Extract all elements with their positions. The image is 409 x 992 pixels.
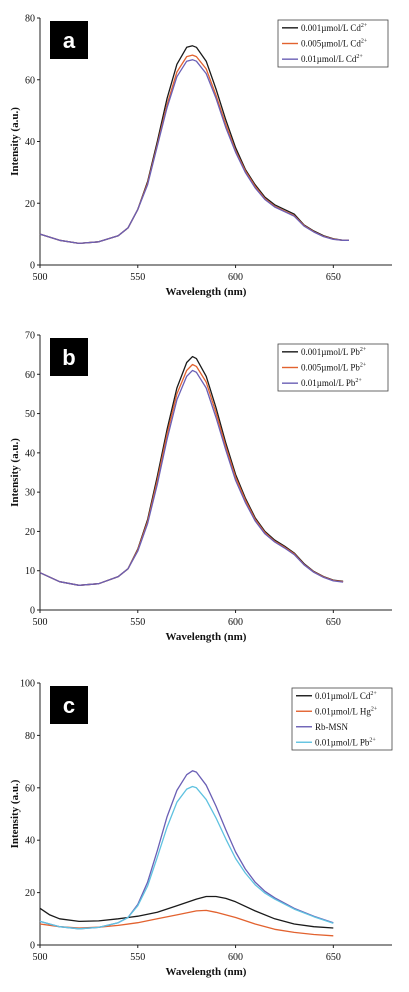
legend-entry: 0.01µmol/L Cd2+ xyxy=(315,691,377,701)
y-tick-label: 40 xyxy=(25,137,35,148)
legend-entry: 0.001µmol/L Pb2+ xyxy=(301,347,367,357)
legend: 0.01µmol/L Cd2+ 0.01µmol/L Hg2+ Rb-MSN 0.01… xyxy=(291,687,393,751)
x-tick-label: 600 xyxy=(228,272,243,283)
chart-panel-b: 0 10 20 30 40 50 60 70 500 550 600 650 Wavelength (n… xyxy=(9,331,392,643)
x-tick-label: 500 xyxy=(33,617,48,628)
legend-entry: 0.01µmol/L Cd2+ xyxy=(301,54,363,64)
panel-label-badge xyxy=(50,21,88,59)
y-axis-label: Intensity (a.u.) xyxy=(9,107,21,176)
legend-box xyxy=(291,687,393,751)
x-axis-label: Wavelength (nm) xyxy=(166,286,247,298)
y-tick-label: 60 xyxy=(25,75,35,86)
series-line-2 xyxy=(39,363,344,586)
x-tick-label: 650 xyxy=(326,617,341,628)
series-line-2 xyxy=(39,54,349,245)
series-line-1 xyxy=(39,45,349,245)
y-tick-label: 80 xyxy=(25,731,35,742)
x-tick-label: 500 xyxy=(33,952,48,963)
y-tick-label: 30 xyxy=(25,488,35,499)
chart-panel-c: 0 20 40 60 80 100 500 550 600 650 Wavelength (nm) I… xyxy=(9,679,393,978)
x-axis-label: Wavelength (nm) xyxy=(166,631,247,643)
y-tick-label: 0 xyxy=(30,606,35,617)
y-tick-label: 100 xyxy=(20,679,35,690)
panel-label-badge xyxy=(50,686,88,724)
x-tick-label: 600 xyxy=(228,617,243,628)
x-tick-label: 550 xyxy=(130,617,145,628)
y-tick-label: 50 xyxy=(25,409,35,420)
panel-label-text: b xyxy=(62,345,75,370)
legend: 0.001µmol/L Cd2+ 0.005µmol/L Cd2+ 0.01µmol… xyxy=(277,19,389,68)
legend-entry: 0.005µmol/L Cd2+ xyxy=(301,39,368,49)
y-tick-label: 80 xyxy=(25,14,35,25)
series-line-3 xyxy=(39,59,349,245)
legend-entry: 0.01µmol/L Pb2+ xyxy=(315,737,376,747)
y-tick-label: 0 xyxy=(30,941,35,952)
y-tick-label: 40 xyxy=(25,448,35,459)
panel-label-text: c xyxy=(63,693,75,718)
series-line-3 xyxy=(39,770,334,930)
y-axis-label: Intensity (a.u.) xyxy=(9,779,21,848)
y-axis-label: Intensity (a.u.) xyxy=(9,438,21,507)
x-tick-label: 500 xyxy=(33,272,48,283)
chart-panel-a: 0 20 40 60 80 500 550 600 650 Wavelength (nm) Inte… xyxy=(9,14,392,298)
x-tick-label: 550 xyxy=(130,272,145,283)
x-tick-label: 650 xyxy=(326,272,341,283)
legend: 0.001µmol/L Pb2+ 0.005µmol/L Pb2+ 0.01µmol… xyxy=(277,343,389,392)
y-tick-label: 40 xyxy=(25,836,35,847)
series-line-1 xyxy=(39,895,334,929)
y-tick-label: 0 xyxy=(30,261,35,272)
panel-label-text: a xyxy=(63,28,76,53)
series-line-3 xyxy=(39,369,344,586)
y-tick-label: 60 xyxy=(25,370,35,381)
x-tick-label: 650 xyxy=(326,952,341,963)
legend-entry: 0.01µmol/L Hg2+ xyxy=(315,706,378,716)
legend-entry: Rb-MSN xyxy=(315,722,349,732)
series-line-4 xyxy=(39,785,334,930)
legend-entry: 0.001µmol/L Cd2+ xyxy=(301,23,368,33)
x-tick-label: 550 xyxy=(130,952,145,963)
x-axis-label: Wavelength (nm) xyxy=(166,966,247,978)
panel-label-badge xyxy=(50,338,88,376)
legend-entry: 0.01µmol/L Pb2+ xyxy=(301,378,362,388)
y-tick-label: 10 xyxy=(25,566,35,577)
y-tick-label: 70 xyxy=(25,331,35,342)
x-tick-label: 600 xyxy=(228,952,243,963)
y-tick-label: 20 xyxy=(25,888,35,899)
legend-entry: 0.005µmol/L Pb2+ xyxy=(301,363,367,373)
y-tick-label: 20 xyxy=(25,527,35,538)
y-tick-label: 20 xyxy=(25,199,35,210)
y-tick-label: 60 xyxy=(25,783,35,794)
